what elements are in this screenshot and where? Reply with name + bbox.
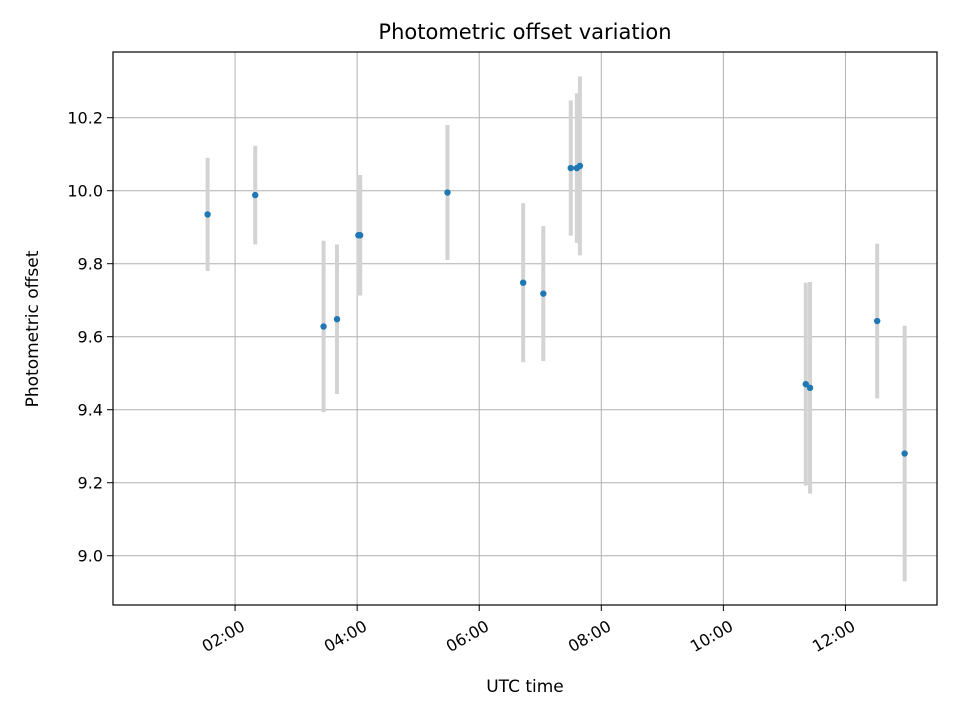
x-tick-label: 04:00: [321, 616, 370, 656]
y-tick-label: 9.2: [78, 474, 103, 493]
data-point: [204, 211, 211, 218]
data-point: [802, 380, 809, 388]
x-tick-label: 06:00: [443, 616, 492, 656]
data-point: [519, 279, 527, 286]
y-tick-label: 9.8: [78, 255, 103, 274]
data-point: [444, 189, 451, 196]
chart-title: Photometric offset variation: [378, 20, 671, 44]
y-tick-label: 10.2: [67, 109, 103, 128]
data-point: [806, 384, 814, 392]
data-point: [567, 164, 574, 172]
error-bars: [205, 76, 907, 582]
x-tick-label: 10:00: [687, 616, 736, 656]
data-point: [901, 450, 908, 457]
x-tick-label: 08:00: [565, 616, 614, 656]
data-point: [576, 162, 584, 170]
data-point: [252, 191, 259, 199]
y-tick-label: 10.0: [67, 182, 103, 201]
data-point: [357, 232, 364, 239]
x-tick-label: 02:00: [199, 616, 248, 656]
y-tick-label: 9.6: [78, 328, 103, 347]
data-point: [320, 323, 327, 330]
data-point: [333, 315, 341, 323]
x-tick-label: 12:00: [809, 616, 858, 656]
y-axis-label: Photometric offset: [23, 250, 43, 407]
plot-area-frame: [112, 51, 938, 606]
y-tick-label: 9.0: [78, 547, 103, 566]
data-point: [873, 317, 881, 325]
grid: [113, 52, 937, 605]
data-points: [204, 162, 908, 457]
x-axis-label: UTC time: [486, 677, 564, 697]
y-tick-label: 9.4: [78, 401, 103, 420]
data-point: [540, 290, 547, 297]
